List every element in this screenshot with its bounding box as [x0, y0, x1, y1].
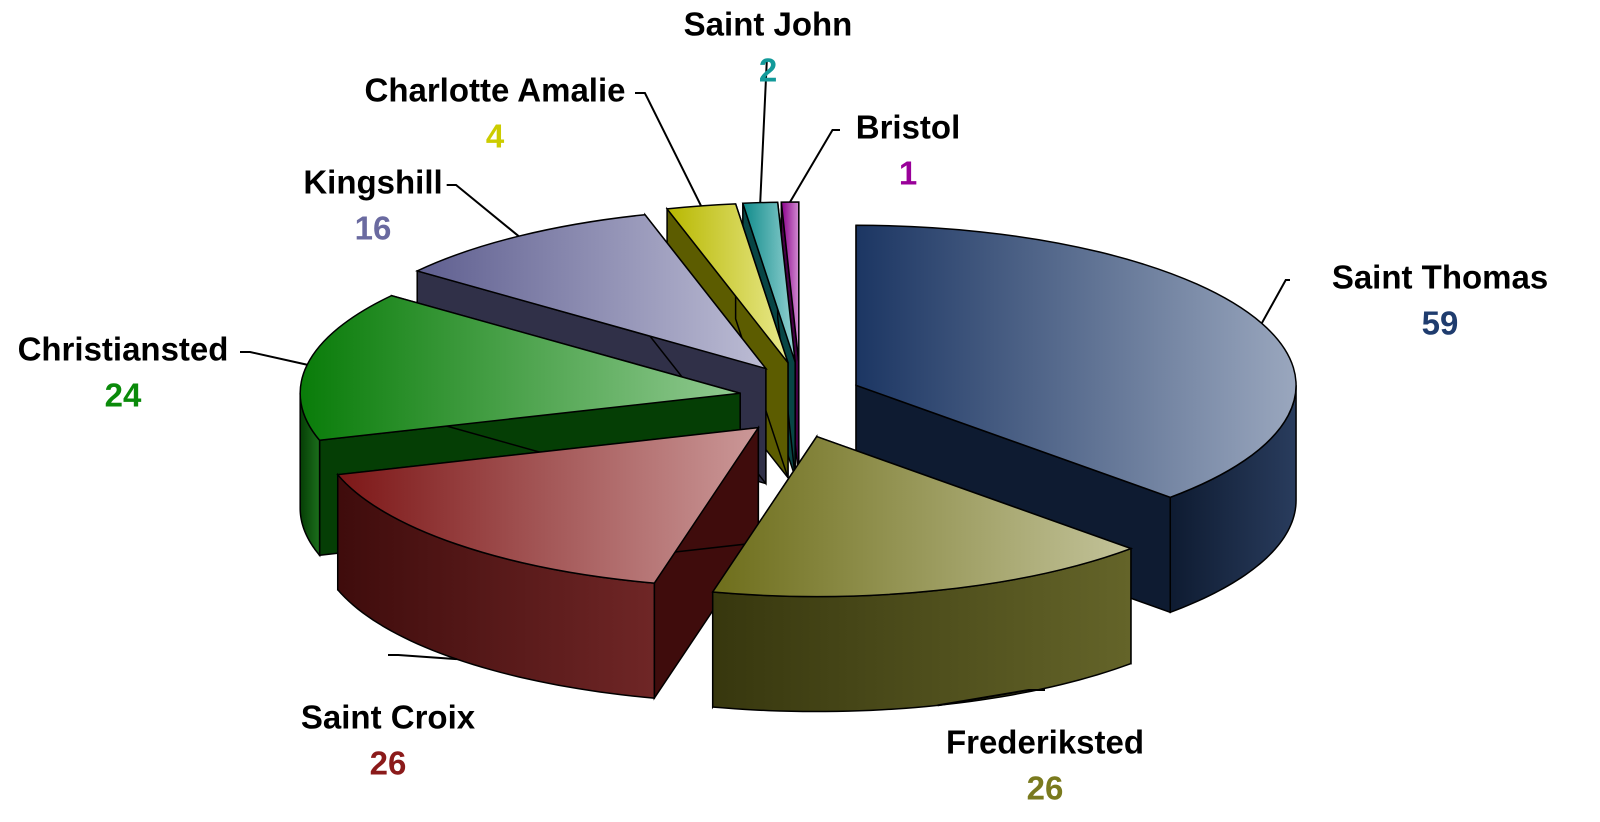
- category-label: Bristol: [856, 109, 961, 146]
- category-label: Frederiksted: [946, 724, 1144, 761]
- label-mask: [296, 698, 480, 736]
- slice-top: [665, 203, 789, 364]
- value-label: 16: [355, 210, 392, 247]
- label-mask: [299, 163, 447, 201]
- value-label: 59: [1422, 305, 1459, 342]
- value-label: 24: [105, 377, 142, 414]
- leader-line: [759, 59, 768, 203]
- value-label: 4: [486, 118, 505, 155]
- slice-top: [855, 224, 1297, 499]
- slice-top: [780, 201, 800, 363]
- label-mask: [941, 723, 1149, 761]
- leader-line: [240, 351, 308, 366]
- leader-line: [1260, 279, 1290, 324]
- category-label: Christiansted: [18, 331, 229, 368]
- label-mask: [360, 71, 630, 109]
- leader-line: [635, 92, 702, 207]
- slice-top: [336, 426, 760, 584]
- category-label: Saint John: [684, 6, 853, 43]
- category-label: Charlotte Amalie: [364, 72, 625, 109]
- slice: [336, 425, 760, 701]
- slice-top: [415, 213, 768, 370]
- slice-top: [299, 294, 741, 442]
- label-mask: [13, 330, 233, 368]
- label-mask: [679, 5, 857, 43]
- leader-line: [445, 184, 520, 237]
- slice-top: [711, 435, 1134, 598]
- value-label: 1: [899, 155, 917, 192]
- label-mask: [1327, 258, 1553, 296]
- category-label: Saint Thomas: [1332, 259, 1548, 296]
- value-label: 2: [759, 52, 777, 89]
- leader-line: [388, 654, 457, 661]
- value-label: 26: [1027, 770, 1064, 807]
- category-label: Saint Croix: [301, 699, 476, 736]
- value-label: 26: [370, 745, 407, 782]
- leader-line: [937, 689, 1045, 707]
- slice: [711, 434, 1134, 713]
- leader-line: [789, 129, 840, 203]
- label-mask: [851, 108, 965, 146]
- category-label: Kingshill: [303, 164, 442, 201]
